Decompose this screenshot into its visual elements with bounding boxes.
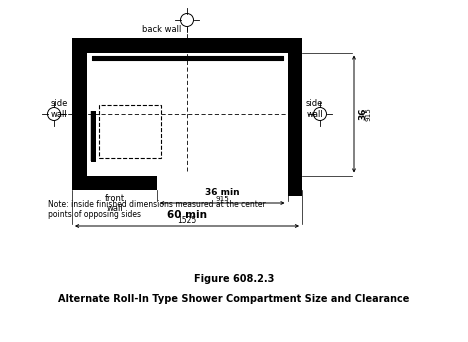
Bar [91, 111, 95, 161]
Text: front
wall: front wall [104, 194, 124, 213]
Text: side
wall: side wall [306, 99, 323, 119]
Text: side
wall: side wall [51, 99, 68, 119]
Bar [72, 175, 157, 190]
Bar [92, 56, 283, 60]
Text: 36: 36 [358, 108, 367, 120]
Text: Figure 608.2.3: Figure 608.2.3 [194, 274, 274, 284]
Text: Alternate Roll-In Type Shower Compartment Size and Clearance: Alternate Roll-In Type Shower Compartmen… [58, 294, 410, 304]
Bar [92, 56, 283, 60]
Text: Note: inside finished dimensions measured at the center
points of opposing sides: Note: inside finished dimensions measure… [48, 200, 266, 220]
Bar [72, 38, 302, 53]
Text: 60 min: 60 min [167, 210, 207, 220]
Text: 36 min: 36 min [205, 188, 240, 197]
Bar [72, 38, 87, 190]
Bar [287, 190, 302, 196]
Bar [98, 105, 161, 158]
Bar [91, 111, 95, 161]
Text: 915: 915 [366, 107, 372, 121]
Text: 915: 915 [215, 196, 229, 202]
Bar [287, 38, 302, 190]
Text: back wall: back wall [142, 25, 181, 34]
Text: 1525: 1525 [177, 216, 197, 225]
